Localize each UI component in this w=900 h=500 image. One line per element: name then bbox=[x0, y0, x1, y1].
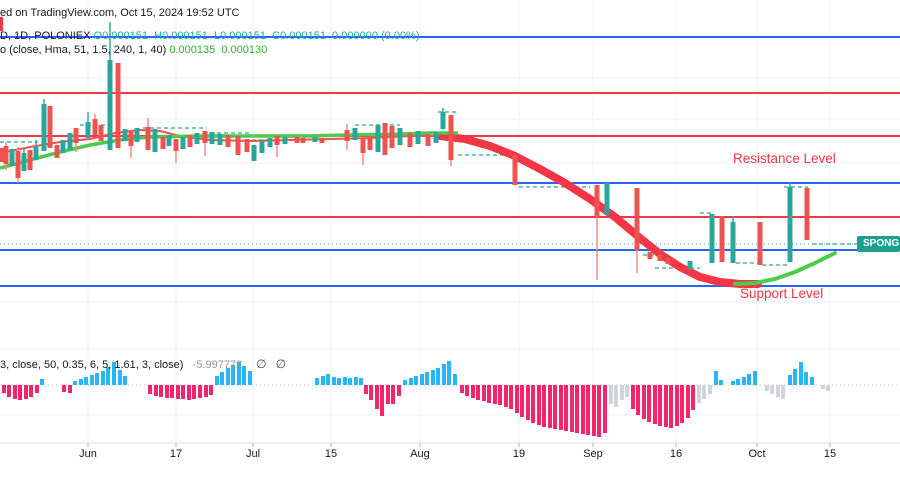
x-axis-label: Jun bbox=[79, 448, 97, 460]
oscillator-value: -5.997772 bbox=[192, 359, 243, 371]
published-note: ed on TradingView.com, Oct 15, 2024 19:5… bbox=[0, 7, 240, 19]
indicator-legend[interactable]: o (close, Hma, 51, 1.5, 240, 1, 40) 0.00… bbox=[0, 44, 267, 56]
symbol-title: D, 1D, POLONIEX bbox=[0, 30, 94, 42]
x-axis-label: 19 bbox=[512, 448, 526, 460]
x-axis-label: 17 bbox=[169, 448, 183, 460]
oscillator-settings: 3, close, 50, 0.35, 6, 5, 1.61, 3, close… bbox=[0, 359, 193, 371]
x-axis-label: Sep bbox=[583, 448, 603, 460]
symbol-legend[interactable]: D, 1D, POLONIEX O0.000151 H0.000151 L0.0… bbox=[0, 30, 420, 42]
x-axis-label: 16 bbox=[669, 448, 683, 460]
resistance-level-label: Resistance Level bbox=[733, 151, 836, 166]
support-level-label: Support Level bbox=[740, 286, 824, 301]
indicator-settings: o (close, Hma, 51, 1.5, 240, 1, 40) bbox=[0, 44, 170, 56]
null-value-icons: ∅∅ bbox=[256, 357, 296, 371]
x-axis-label: Jul bbox=[245, 448, 261, 460]
x-axis-label: Oct bbox=[748, 448, 766, 460]
price-label-badge: SPONG bbox=[857, 236, 900, 252]
time-axis[interactable]: Jun 17 Jul 15 Aug 19 Sep 16 Oct 15 bbox=[0, 448, 900, 464]
x-axis-label: 15 bbox=[823, 448, 837, 460]
x-axis-label: 15 bbox=[324, 448, 338, 460]
x-axis-label: Aug bbox=[410, 448, 430, 460]
cropped-logo-fragment bbox=[0, 17, 3, 31]
ohlc-values: O0.000151 H0.000151 L0.000151 C0.000151 … bbox=[93, 30, 420, 42]
indicator-values: 0.000135 0.000130 bbox=[169, 44, 268, 56]
oscillator-legend[interactable]: 3, close, 50, 0.35, 6, 5, 1.61, 3, close… bbox=[0, 357, 295, 371]
